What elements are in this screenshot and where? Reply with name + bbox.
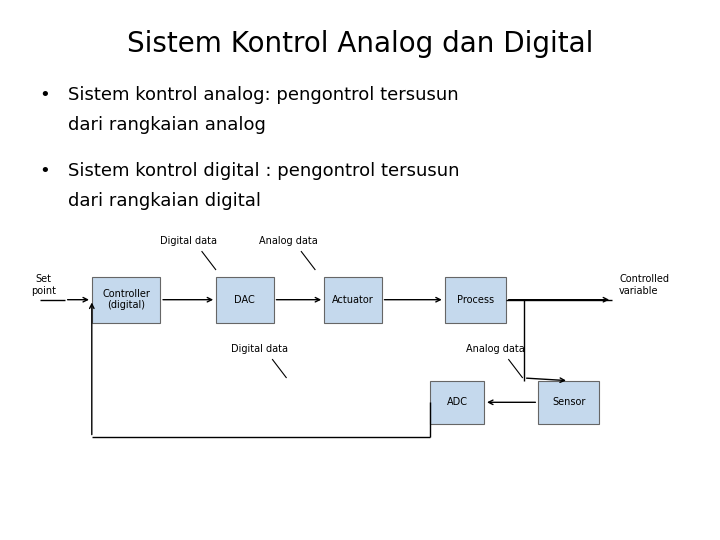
FancyBboxPatch shape <box>216 276 274 322</box>
Text: Sensor: Sensor <box>552 397 585 407</box>
Text: •: • <box>40 86 50 104</box>
FancyBboxPatch shape <box>445 276 505 322</box>
FancyBboxPatch shape <box>539 381 599 424</box>
Text: Controlled
variable: Controlled variable <box>619 274 669 296</box>
Text: Actuator: Actuator <box>332 295 374 305</box>
Text: Set
point: Set point <box>31 274 55 296</box>
Text: dari rangkaian analog: dari rangkaian analog <box>68 116 266 134</box>
FancyBboxPatch shape <box>431 381 484 424</box>
Text: Analog data: Analog data <box>258 235 318 246</box>
Text: dari rangkaian digital: dari rangkaian digital <box>68 192 261 210</box>
Text: DAC: DAC <box>235 295 255 305</box>
FancyBboxPatch shape <box>324 276 382 322</box>
Text: Analog data: Analog data <box>466 343 525 354</box>
Text: Controller
(digital): Controller (digital) <box>102 289 150 310</box>
Text: Sistem kontrol digital : pengontrol tersusun: Sistem kontrol digital : pengontrol ters… <box>68 162 460 180</box>
FancyBboxPatch shape <box>92 276 160 322</box>
Text: ADC: ADC <box>446 397 468 407</box>
Text: Digital data: Digital data <box>160 235 217 246</box>
Text: •: • <box>40 162 50 180</box>
Text: Sistem Kontrol Analog dan Digital: Sistem Kontrol Analog dan Digital <box>127 30 593 58</box>
Text: Sistem kontrol analog: pengontrol tersusun: Sistem kontrol analog: pengontrol tersus… <box>68 86 459 104</box>
Text: Digital data: Digital data <box>230 343 288 354</box>
Text: Process: Process <box>456 295 494 305</box>
